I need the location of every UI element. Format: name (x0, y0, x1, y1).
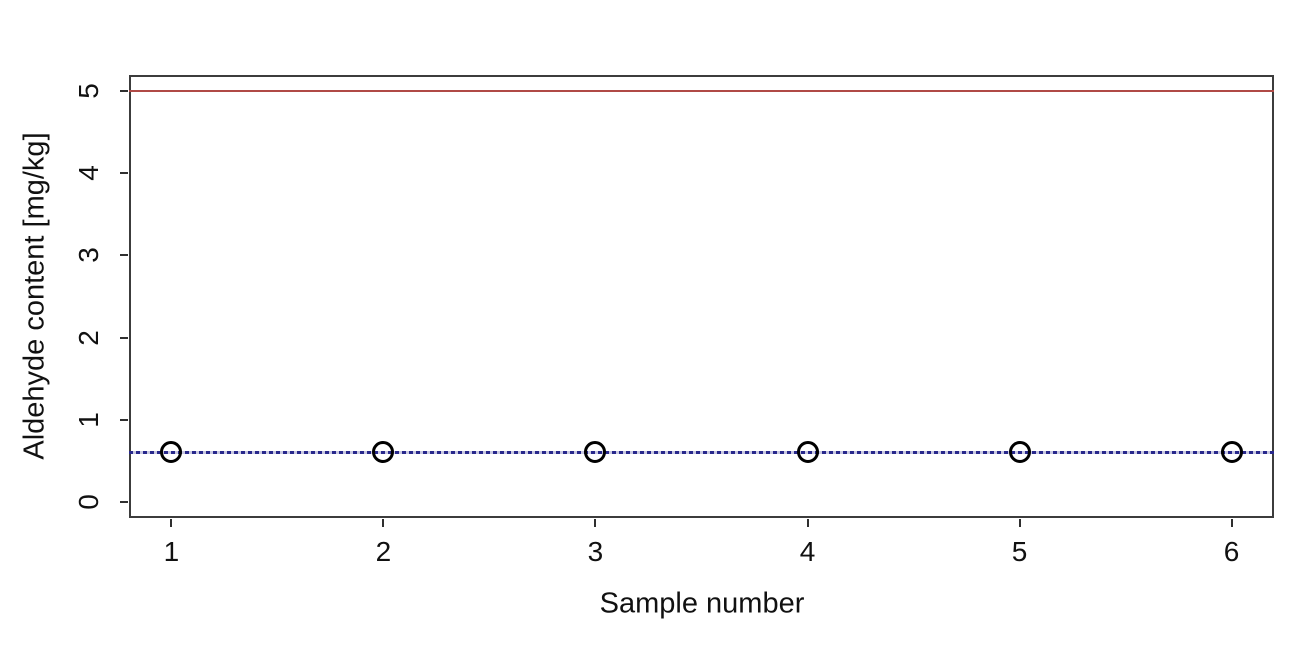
x-tick-label: 1 (163, 536, 180, 567)
x-axis-tick (806, 519, 809, 527)
upper-limit-line (129, 90, 1274, 93)
x-axis-tick (1018, 519, 1021, 527)
data-point-marker (1008, 441, 1031, 464)
x-axis-tick (594, 519, 597, 527)
x-tick-label: 6 (1223, 536, 1240, 567)
x-tick-label: 5 (1011, 536, 1028, 567)
data-point-marker (584, 441, 607, 464)
y-tick-label: 4 (73, 165, 104, 182)
data-point-marker (796, 441, 819, 464)
mean-content-line (129, 450, 1274, 454)
y-tick-label: 2 (73, 329, 104, 346)
x-axis-tick (1230, 519, 1233, 527)
y-axis-tick (120, 90, 128, 93)
x-tick-label: 3 (587, 536, 604, 567)
y-axis-tick (120, 418, 128, 421)
y-axis-tick (120, 336, 128, 339)
data-point-marker (1220, 441, 1243, 464)
x-axis-label: Sample number (599, 587, 805, 620)
y-tick-label: 0 (73, 493, 104, 510)
x-axis-tick (170, 519, 173, 527)
y-axis-label: Aldehyde content [mg/kg] (18, 132, 51, 460)
y-axis-tick (120, 500, 128, 503)
x-tick-label: 4 (799, 536, 816, 567)
data-point-marker (372, 441, 395, 464)
y-axis-tick (120, 254, 128, 257)
y-tick-label: 1 (73, 411, 104, 428)
x-tick-label: 2 (375, 536, 392, 567)
y-tick-label: 3 (73, 247, 104, 264)
y-axis-tick (120, 172, 128, 175)
x-axis-tick (382, 519, 385, 527)
plot-box (129, 75, 1274, 518)
y-tick-label: 5 (73, 83, 104, 100)
data-point-marker (160, 441, 183, 464)
